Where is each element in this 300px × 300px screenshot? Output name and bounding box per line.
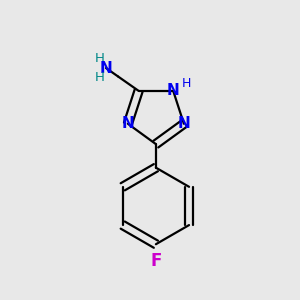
Text: N: N (122, 116, 134, 131)
Text: H: H (94, 52, 104, 65)
Text: H: H (182, 77, 191, 90)
Text: N: N (100, 61, 112, 76)
Text: F: F (150, 252, 162, 270)
Text: N: N (178, 116, 190, 131)
Text: H: H (94, 71, 104, 84)
Text: N: N (167, 83, 180, 98)
